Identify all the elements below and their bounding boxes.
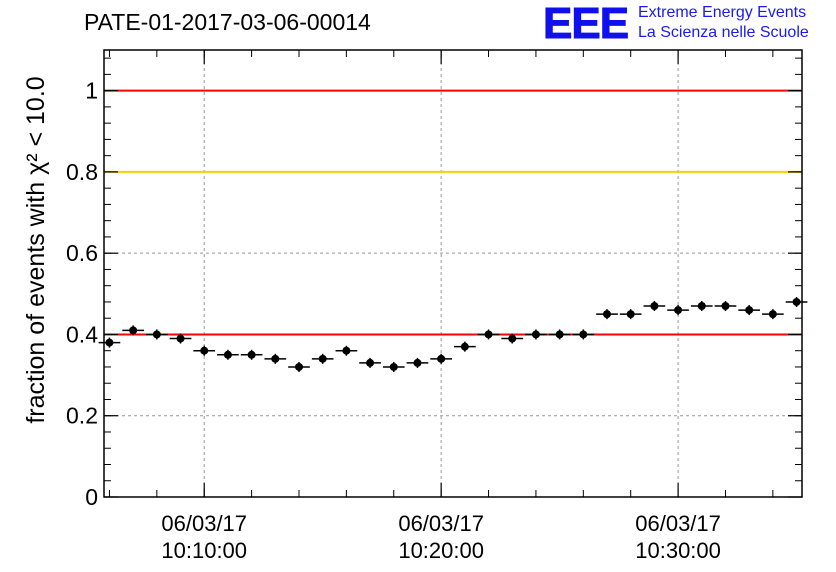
data-point (105, 338, 114, 347)
data-point (176, 334, 185, 343)
data-point (437, 354, 446, 363)
data-point (413, 358, 422, 367)
eee-logo: EEE Extreme Energy Events La Scienza nel… (542, 0, 833, 48)
data-point (318, 354, 327, 363)
data-point (342, 346, 351, 355)
eee-logo-mark: EEE (542, 0, 629, 48)
y-tick-label: 1 (85, 78, 98, 104)
chart-title: PATE-01-2017-03-06-00014 (84, 9, 371, 35)
data-point (389, 362, 398, 371)
data-point (460, 342, 469, 351)
data-point (555, 330, 564, 339)
data-point (603, 310, 612, 319)
data-point (745, 306, 754, 315)
data-point (531, 330, 540, 339)
data-point (484, 330, 493, 339)
data-point (650, 302, 659, 311)
reference-lines (104, 89, 802, 336)
data-point (200, 346, 209, 355)
data-point (129, 326, 138, 335)
y-tick-label: 0 (85, 484, 98, 510)
axis-layer: 00.20.40.60.8106/03/1710:10:0006/03/1710… (66, 50, 802, 563)
data-point (626, 310, 635, 319)
data-point (366, 358, 375, 367)
data-point (721, 302, 730, 311)
data-point (579, 330, 588, 339)
data-point (152, 330, 161, 339)
x-tick-label-date: 06/03/17 (161, 511, 247, 536)
data-point (271, 354, 280, 363)
x-tick-label-time: 10:20:00 (398, 538, 484, 563)
y-axis-label: fraction of events with χ² < 10.0 (22, 76, 50, 423)
x-tick-label-time: 10:30:00 (635, 538, 721, 563)
data-point (674, 306, 683, 315)
logo-tagline-1: Extreme Energy Events (638, 4, 807, 21)
x-tick-label-date: 06/03/17 (398, 511, 484, 536)
y-tick-label: 0.2 (66, 403, 98, 429)
y-tick-label: 0.8 (66, 159, 98, 185)
grid-layer (104, 50, 802, 497)
logo-tagline-2: La Scienza nelle Scuole (638, 24, 809, 41)
data-point (768, 310, 777, 319)
data-point (697, 302, 706, 311)
data-point (508, 334, 517, 343)
data-point (247, 350, 256, 359)
x-tick-label-date: 06/03/17 (635, 511, 721, 536)
y-tick-label: 0.4 (66, 321, 98, 347)
plot-frame (103, 49, 803, 498)
data-points (98, 296, 808, 372)
x-tick-label-time: 10:10:00 (161, 538, 247, 563)
data-point (223, 350, 232, 359)
y-tick-label: 0.6 (66, 240, 98, 266)
data-point (294, 362, 303, 371)
